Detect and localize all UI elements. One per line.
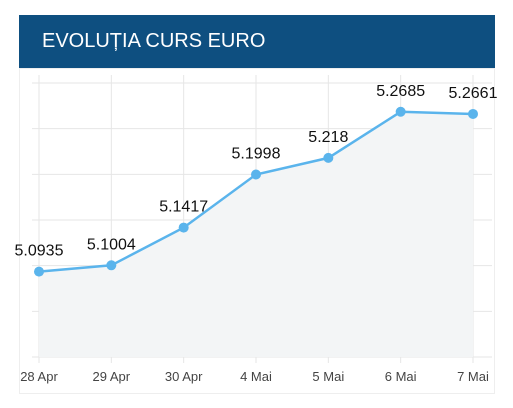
point <box>106 260 117 271</box>
point <box>395 106 406 117</box>
value-label: 5.0935 <box>15 243 64 260</box>
x-tick-label: 5 Mai <box>312 369 344 384</box>
value-label: 5.218 <box>308 129 348 146</box>
x-tick-label: 6 Mai <box>385 369 417 384</box>
point <box>251 169 261 180</box>
value-label: 5.1004 <box>87 236 136 253</box>
header: EVOLUȚIA CURS EURO <box>19 15 495 68</box>
x-tick-label: 30 Apr <box>165 369 203 384</box>
value-label: 5.1998 <box>232 146 281 163</box>
point <box>34 266 44 277</box>
frame <box>19 68 495 394</box>
area <box>39 111 473 358</box>
value-label: 5.1417 <box>159 199 208 216</box>
chart-title: EVOLUȚIA CURS EURO <box>42 30 266 52</box>
x-tick-label: 28 Apr <box>20 369 58 384</box>
point <box>468 108 478 119</box>
x-tick-label: 4 Mai <box>240 369 272 384</box>
value-label: 5.2661 <box>449 85 498 102</box>
point <box>178 222 189 233</box>
point <box>323 152 334 163</box>
x-tick-label: 7 Mai <box>457 369 489 384</box>
x-tick-label: 29 Apr <box>93 369 131 384</box>
value-label: 5.2685 <box>376 83 425 100</box>
